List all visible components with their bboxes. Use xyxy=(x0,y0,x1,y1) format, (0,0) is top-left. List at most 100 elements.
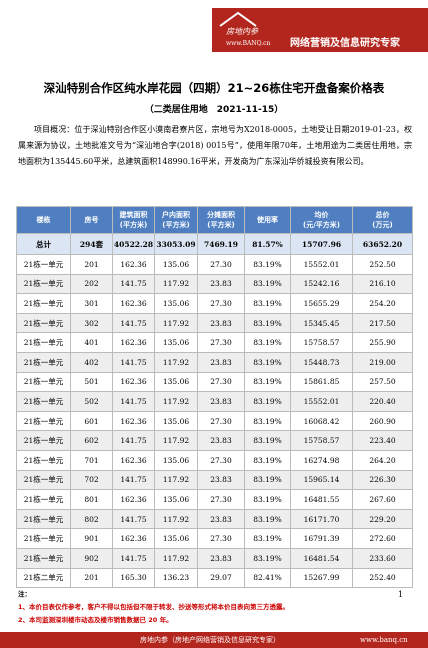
table-cell: 141.75 xyxy=(112,508,155,530)
footer-brand: 房地内参（房地产网络营销及信息研究专家） xyxy=(140,636,280,644)
table-cell: 总计 xyxy=(16,233,71,255)
table-cell: 15345.45 xyxy=(290,312,353,334)
table-row: 21栋一单元 601 162.36 135.06 27.30 83.19% 16068.42… xyxy=(16,410,413,432)
table-row: 21栋一单元 902 141.75 117.92 23.83 83.19% 16481.54… xyxy=(16,547,413,569)
column-header: 楼栋 xyxy=(16,206,71,234)
table-cell: 301 xyxy=(70,293,113,314)
table-cell: 23.83 xyxy=(197,391,245,412)
table-cell: 21栋一单元 xyxy=(16,273,71,295)
table-cell: 27.30 xyxy=(197,332,245,353)
table-cell: 23.83 xyxy=(197,351,245,373)
table-cell: 83.19% xyxy=(244,547,291,569)
table-cell: 117.92 xyxy=(154,508,198,530)
table-cell: 15552.01 xyxy=(290,254,353,275)
table-cell: 601 xyxy=(70,410,113,432)
title: 深汕特别合作区纯水岸花园（四期）21~26栋住宅开盘备案价格表 xyxy=(43,81,385,95)
table-cell: 136.23 xyxy=(154,567,198,589)
table-cell: 23.83 xyxy=(197,273,245,295)
table-row: 21栋一单元 602 141.75 117.92 23.83 83.19% 15758.57… xyxy=(16,430,413,451)
overview: 项目概况：位于深汕特别合作区小漠南君寮片区，宗地号为X2018-0005，土地受… xyxy=(18,125,412,166)
table-cell: 83.19% xyxy=(244,273,291,295)
table-cell: 21栋一单元 xyxy=(16,528,71,549)
notes: 注： 1、本价目表仅作参考，客户不得以包括但不限于转发、抄送等形式将本价目表向第… xyxy=(18,588,378,627)
table-cell: 27.30 xyxy=(197,371,245,393)
table-cell: 83.19% xyxy=(244,293,291,314)
table-cell: 223.40 xyxy=(352,430,413,451)
table-cell: 216.10 xyxy=(352,273,413,295)
table-cell: 21栋一单元 xyxy=(16,332,71,353)
table-cell: 220.40 xyxy=(352,391,413,412)
table-cell: 21栋一单元 xyxy=(16,351,71,373)
table-cell: 23.83 xyxy=(197,547,245,569)
table-row: 21栋一单元 502 141.75 117.92 23.83 83.19% 15552.01… xyxy=(16,391,413,412)
table-cell: 117.92 xyxy=(154,273,198,295)
table-cell: 802 xyxy=(70,508,113,530)
table-row: 21栋一单元 802 141.75 117.92 23.83 83.19% 16171.70… xyxy=(16,508,413,530)
table-cell: 201 xyxy=(70,567,113,589)
table-cell: 135.06 xyxy=(154,371,198,393)
table-row: 21栋一单元 901 162.36 135.06 27.30 83.19% 16791.39… xyxy=(16,528,413,549)
table-cell: 117.92 xyxy=(154,430,198,451)
table-cell: 255.90 xyxy=(352,332,413,353)
table-row: 21栋二单元 201 165.30 136.23 29.07 82.41% 15267.99… xyxy=(16,567,413,589)
subtitle: （二类居住用地 2021-11-15） xyxy=(144,105,284,115)
table-cell: 27.30 xyxy=(197,254,245,275)
table-cell: 63652.20 xyxy=(352,233,413,255)
table-cell: 21栋一单元 xyxy=(16,547,71,569)
table-cell: 162.36 xyxy=(112,254,155,275)
logo: 房地内参 xyxy=(226,27,258,36)
table-cell: 21栋一单元 xyxy=(16,508,71,530)
table-cell: 83.19% xyxy=(244,430,291,451)
table-cell: 23.83 xyxy=(197,312,245,334)
table-cell: 219.00 xyxy=(352,351,413,373)
table-cell: 16171.70 xyxy=(290,508,353,530)
table-cell: 135.06 xyxy=(154,528,198,549)
table-cell: 16481.54 xyxy=(290,547,353,569)
table-cell: 135.06 xyxy=(154,332,198,353)
column-header: 总价 (万元) xyxy=(352,206,413,234)
table-cell: 135.06 xyxy=(154,293,198,314)
page-number: 1 xyxy=(398,590,404,599)
table-cell: 141.75 xyxy=(112,312,155,334)
table-row: 21栋一单元 302 141.75 117.92 23.83 83.19% 15345.45… xyxy=(16,312,413,334)
table-cell: 135.06 xyxy=(154,449,198,471)
table-cell: 16481.55 xyxy=(290,489,353,510)
table-cell: 252.50 xyxy=(352,254,413,275)
table-cell: 83.19% xyxy=(244,351,291,373)
table-cell: 15655.29 xyxy=(290,293,353,314)
table-row: 21栋一单元 201 162.36 135.06 27.30 83.19% 15552.01… xyxy=(16,254,413,275)
table-row: 楼栋 房号 建筑面积 (平方米) 户内面积 (平方米) 分摊面积 (平方米) 使用率 均价 … xyxy=(16,206,413,234)
table-cell: 27.30 xyxy=(197,528,245,549)
table-cell: 162.36 xyxy=(112,489,155,510)
table-cell: 81.57% xyxy=(244,233,291,255)
table-cell: 141.75 xyxy=(112,469,155,491)
table-cell: 162.36 xyxy=(112,528,155,549)
table-cell: 233.60 xyxy=(352,547,413,569)
table-cell: 21栋一单元 xyxy=(16,391,71,412)
table-row: 21栋一单元 402 141.75 117.92 23.83 83.19% 15448.73… xyxy=(16,351,413,373)
table-cell: 15552.01 xyxy=(290,391,353,412)
table-cell: 33053.09 xyxy=(154,233,198,255)
table-cell: 135.06 xyxy=(154,254,198,275)
table-cell: 83.19% xyxy=(244,410,291,432)
table-cell: 21栋一单元 xyxy=(16,469,71,491)
table-cell: 117.92 xyxy=(154,391,198,412)
table-cell: 257.50 xyxy=(352,371,413,393)
column-header: 均价 (元/平方米) xyxy=(290,206,353,234)
table-row: 21栋一单元 202 141.75 117.92 23.83 83.19% 15242.16… xyxy=(16,273,413,295)
table-cell: 141.75 xyxy=(112,351,155,373)
table-row: 21栋一单元 301 162.36 135.06 27.30 83.19% 15655.29… xyxy=(16,293,413,314)
table-cell: 162.36 xyxy=(112,410,155,432)
note: 2、本司监测深圳楼市动态及楼市销售数据已 20 年。 xyxy=(18,616,173,624)
table-row: 21栋一单元 702 141.75 117.92 23.83 83.19% 15965.14… xyxy=(16,469,413,491)
table-cell: 602 xyxy=(70,430,113,451)
table-cell: 264.20 xyxy=(352,449,413,471)
table-cell: 162.36 xyxy=(112,371,155,393)
table-cell: 29.07 xyxy=(197,567,245,589)
table-cell: 162.36 xyxy=(112,332,155,353)
table-cell: 21栋一单元 xyxy=(16,430,71,451)
table-cell: 83.19% xyxy=(244,254,291,275)
table-cell: 23.83 xyxy=(197,469,245,491)
table-cell: 135.06 xyxy=(154,410,198,432)
